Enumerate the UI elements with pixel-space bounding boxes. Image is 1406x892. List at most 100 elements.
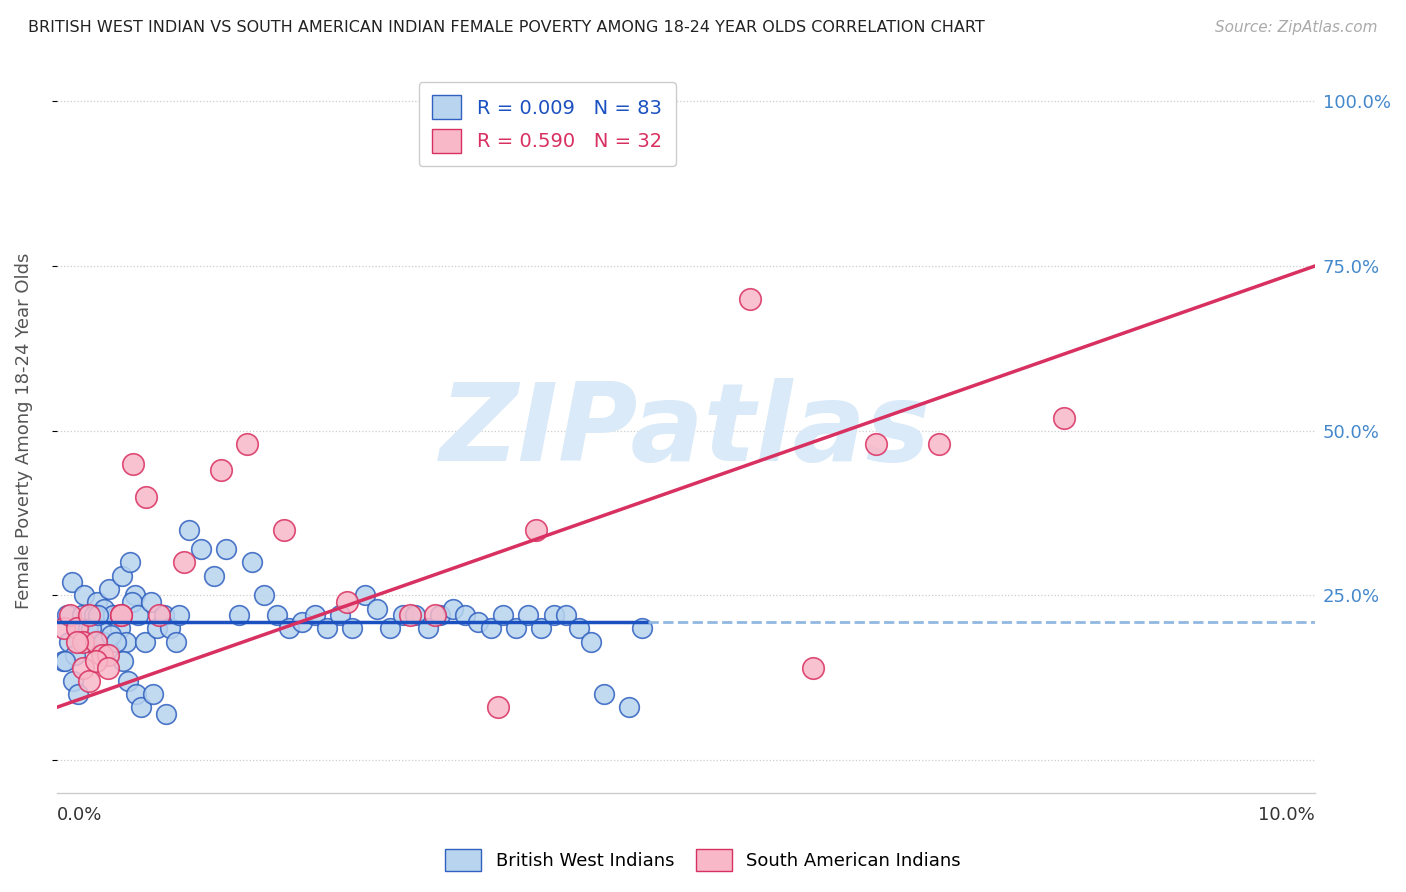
Point	[79, 608, 101, 623]
Point	[110, 608, 132, 623]
Point	[118, 556, 141, 570]
Point	[530, 621, 553, 635]
Point	[117, 673, 139, 688]
Point	[928, 437, 950, 451]
Point	[399, 608, 422, 623]
Point	[353, 588, 375, 602]
Point	[90, 648, 112, 662]
Point	[114, 634, 136, 648]
Point	[555, 608, 578, 623]
Point	[479, 621, 502, 635]
Point	[240, 556, 263, 570]
Point	[342, 621, 364, 635]
Point	[59, 608, 82, 623]
Point	[568, 621, 591, 635]
Point	[60, 575, 83, 590]
Point	[108, 621, 131, 635]
Point	[190, 542, 212, 557]
Point	[72, 661, 94, 675]
Point	[91, 634, 114, 648]
Point	[52, 654, 75, 668]
Point	[228, 608, 250, 623]
Point	[159, 621, 181, 635]
Point	[84, 654, 107, 668]
Point	[801, 661, 824, 675]
Point	[66, 621, 89, 635]
Point	[58, 634, 80, 648]
Point	[110, 608, 132, 623]
Point	[155, 706, 177, 721]
Point	[467, 615, 489, 629]
Point	[142, 687, 165, 701]
Point	[65, 648, 87, 662]
Point	[304, 608, 326, 623]
Point	[84, 634, 107, 648]
Point	[391, 608, 413, 623]
Text: 0.0%: 0.0%	[56, 806, 103, 824]
Point	[165, 634, 187, 648]
Point	[1053, 410, 1076, 425]
Point	[139, 595, 162, 609]
Point	[72, 634, 94, 648]
Point	[77, 621, 100, 635]
Point	[100, 628, 122, 642]
Point	[55, 608, 77, 623]
Point	[112, 654, 135, 668]
Point	[86, 595, 108, 609]
Point	[738, 292, 761, 306]
Point	[103, 608, 125, 623]
Point	[62, 673, 84, 688]
Point	[505, 621, 527, 635]
Point	[97, 661, 120, 675]
Point	[66, 687, 89, 701]
Point	[366, 601, 388, 615]
Legend: R = 0.009   N = 83, R = 0.590   N = 32: R = 0.009 N = 83, R = 0.590 N = 32	[419, 82, 676, 166]
Point	[97, 648, 120, 662]
Point	[127, 608, 149, 623]
Point	[79, 673, 101, 688]
Point	[105, 608, 128, 623]
Point	[316, 621, 339, 635]
Point	[80, 634, 103, 648]
Point	[429, 608, 451, 623]
Point	[90, 634, 112, 648]
Point	[79, 621, 101, 635]
Point	[129, 700, 152, 714]
Point	[266, 608, 288, 623]
Legend: British West Indians, South American Indians: British West Indians, South American Ind…	[437, 842, 969, 879]
Point	[592, 687, 614, 701]
Point	[404, 608, 426, 623]
Point	[121, 595, 143, 609]
Point	[177, 523, 200, 537]
Point	[278, 621, 301, 635]
Point	[617, 700, 640, 714]
Text: 10.0%: 10.0%	[1258, 806, 1315, 824]
Point	[215, 542, 238, 557]
Point	[273, 523, 295, 537]
Point	[865, 437, 887, 451]
Point	[122, 457, 145, 471]
Point	[173, 556, 195, 570]
Point	[253, 588, 276, 602]
Point	[630, 621, 652, 635]
Point	[55, 654, 77, 668]
Point	[517, 608, 540, 623]
Point	[66, 634, 89, 648]
Point	[135, 490, 157, 504]
Point	[134, 634, 156, 648]
Point	[83, 608, 105, 623]
Text: Source: ZipAtlas.com: Source: ZipAtlas.com	[1215, 20, 1378, 35]
Point	[53, 621, 76, 635]
Point	[67, 621, 90, 635]
Point	[70, 608, 93, 623]
Point	[336, 595, 359, 609]
Point	[96, 621, 118, 635]
Y-axis label: Female Poverty Among 18-24 Year Olds: Female Poverty Among 18-24 Year Olds	[15, 252, 32, 609]
Point	[416, 621, 439, 635]
Point	[93, 601, 115, 615]
Point	[441, 601, 464, 615]
Point	[104, 634, 127, 648]
Point	[202, 568, 225, 582]
Text: ZIPatlas: ZIPatlas	[440, 377, 931, 483]
Point	[524, 523, 547, 537]
